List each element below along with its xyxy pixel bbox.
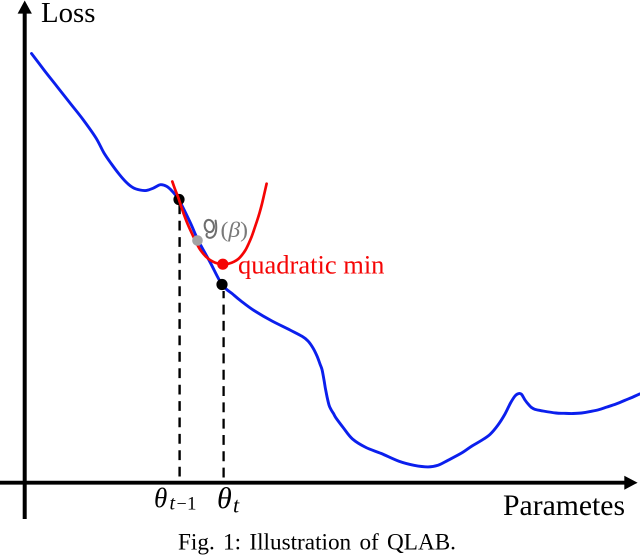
svg-text:t: t <box>233 492 240 517</box>
svg-text:Fig. 1: Illustration of QLAB.: Fig. 1: Illustration of QLAB. <box>178 530 456 556</box>
svg-text:quadratic min: quadratic min <box>238 250 384 280</box>
svg-text:−: − <box>177 494 187 514</box>
svg-text:Loss: Loss <box>41 0 95 29</box>
svg-text:(β): (β) <box>221 217 249 242</box>
svg-text:θ: θ <box>154 483 167 513</box>
svg-text:t: t <box>170 493 176 515</box>
svg-text:Parametes: Parametes <box>503 490 625 522</box>
svg-text:1: 1 <box>187 494 197 515</box>
svg-text:θ: θ <box>217 482 232 515</box>
